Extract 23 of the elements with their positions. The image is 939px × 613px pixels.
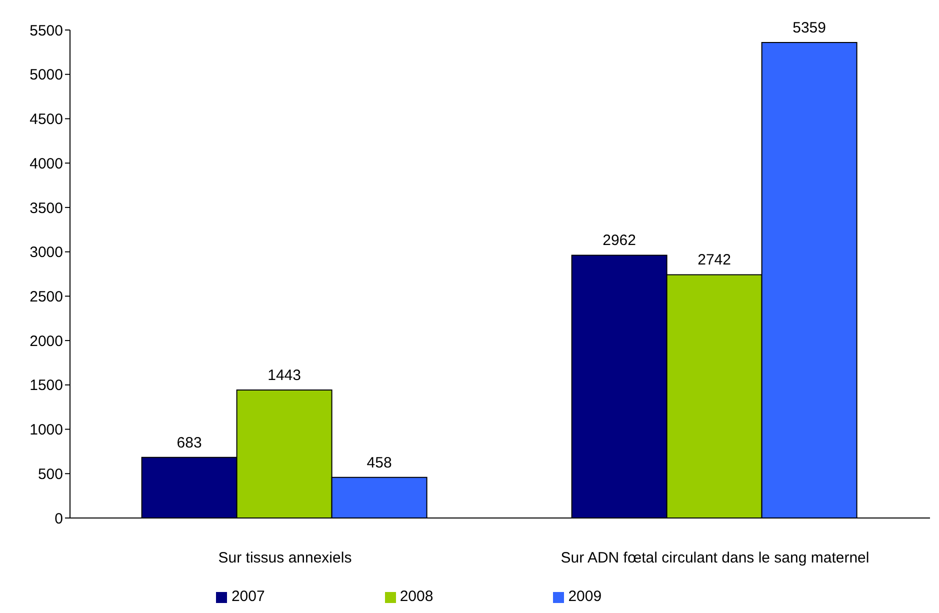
y-tick-label: 5500 [30,22,63,40]
legend-label: 2008 [400,588,434,605]
y-tick-label: 3000 [30,244,63,262]
legend-label: 2009 [568,588,602,605]
y-tick-label: 4000 [30,155,63,172]
data-label: 2742 [698,252,731,269]
y-tick-label: 2500 [30,288,63,306]
data-label: 683 [176,434,202,452]
y-tick-label: 5000 [30,66,63,84]
y-tick-label: 500 [38,466,63,483]
data-label: 2962 [602,232,636,250]
x-tick-label: Sur tissus annexiels [218,550,352,567]
y-tick-label: 0 [54,510,63,528]
y-tick-label: 4500 [30,111,63,128]
y-tick-label: 1500 [30,377,63,394]
data-label: 5359 [792,20,826,37]
y-tick-label: 2000 [30,332,63,350]
data-label: 1443 [268,366,301,384]
y-tick-label: 3500 [30,200,63,217]
legend-label: 2007 [231,588,265,605]
x-tick-label: Sur ADN fœtal circulant dans le sang maternel [560,550,870,567]
data-label: 458 [366,454,392,472]
y-tick-label: 1000 [30,422,63,439]
